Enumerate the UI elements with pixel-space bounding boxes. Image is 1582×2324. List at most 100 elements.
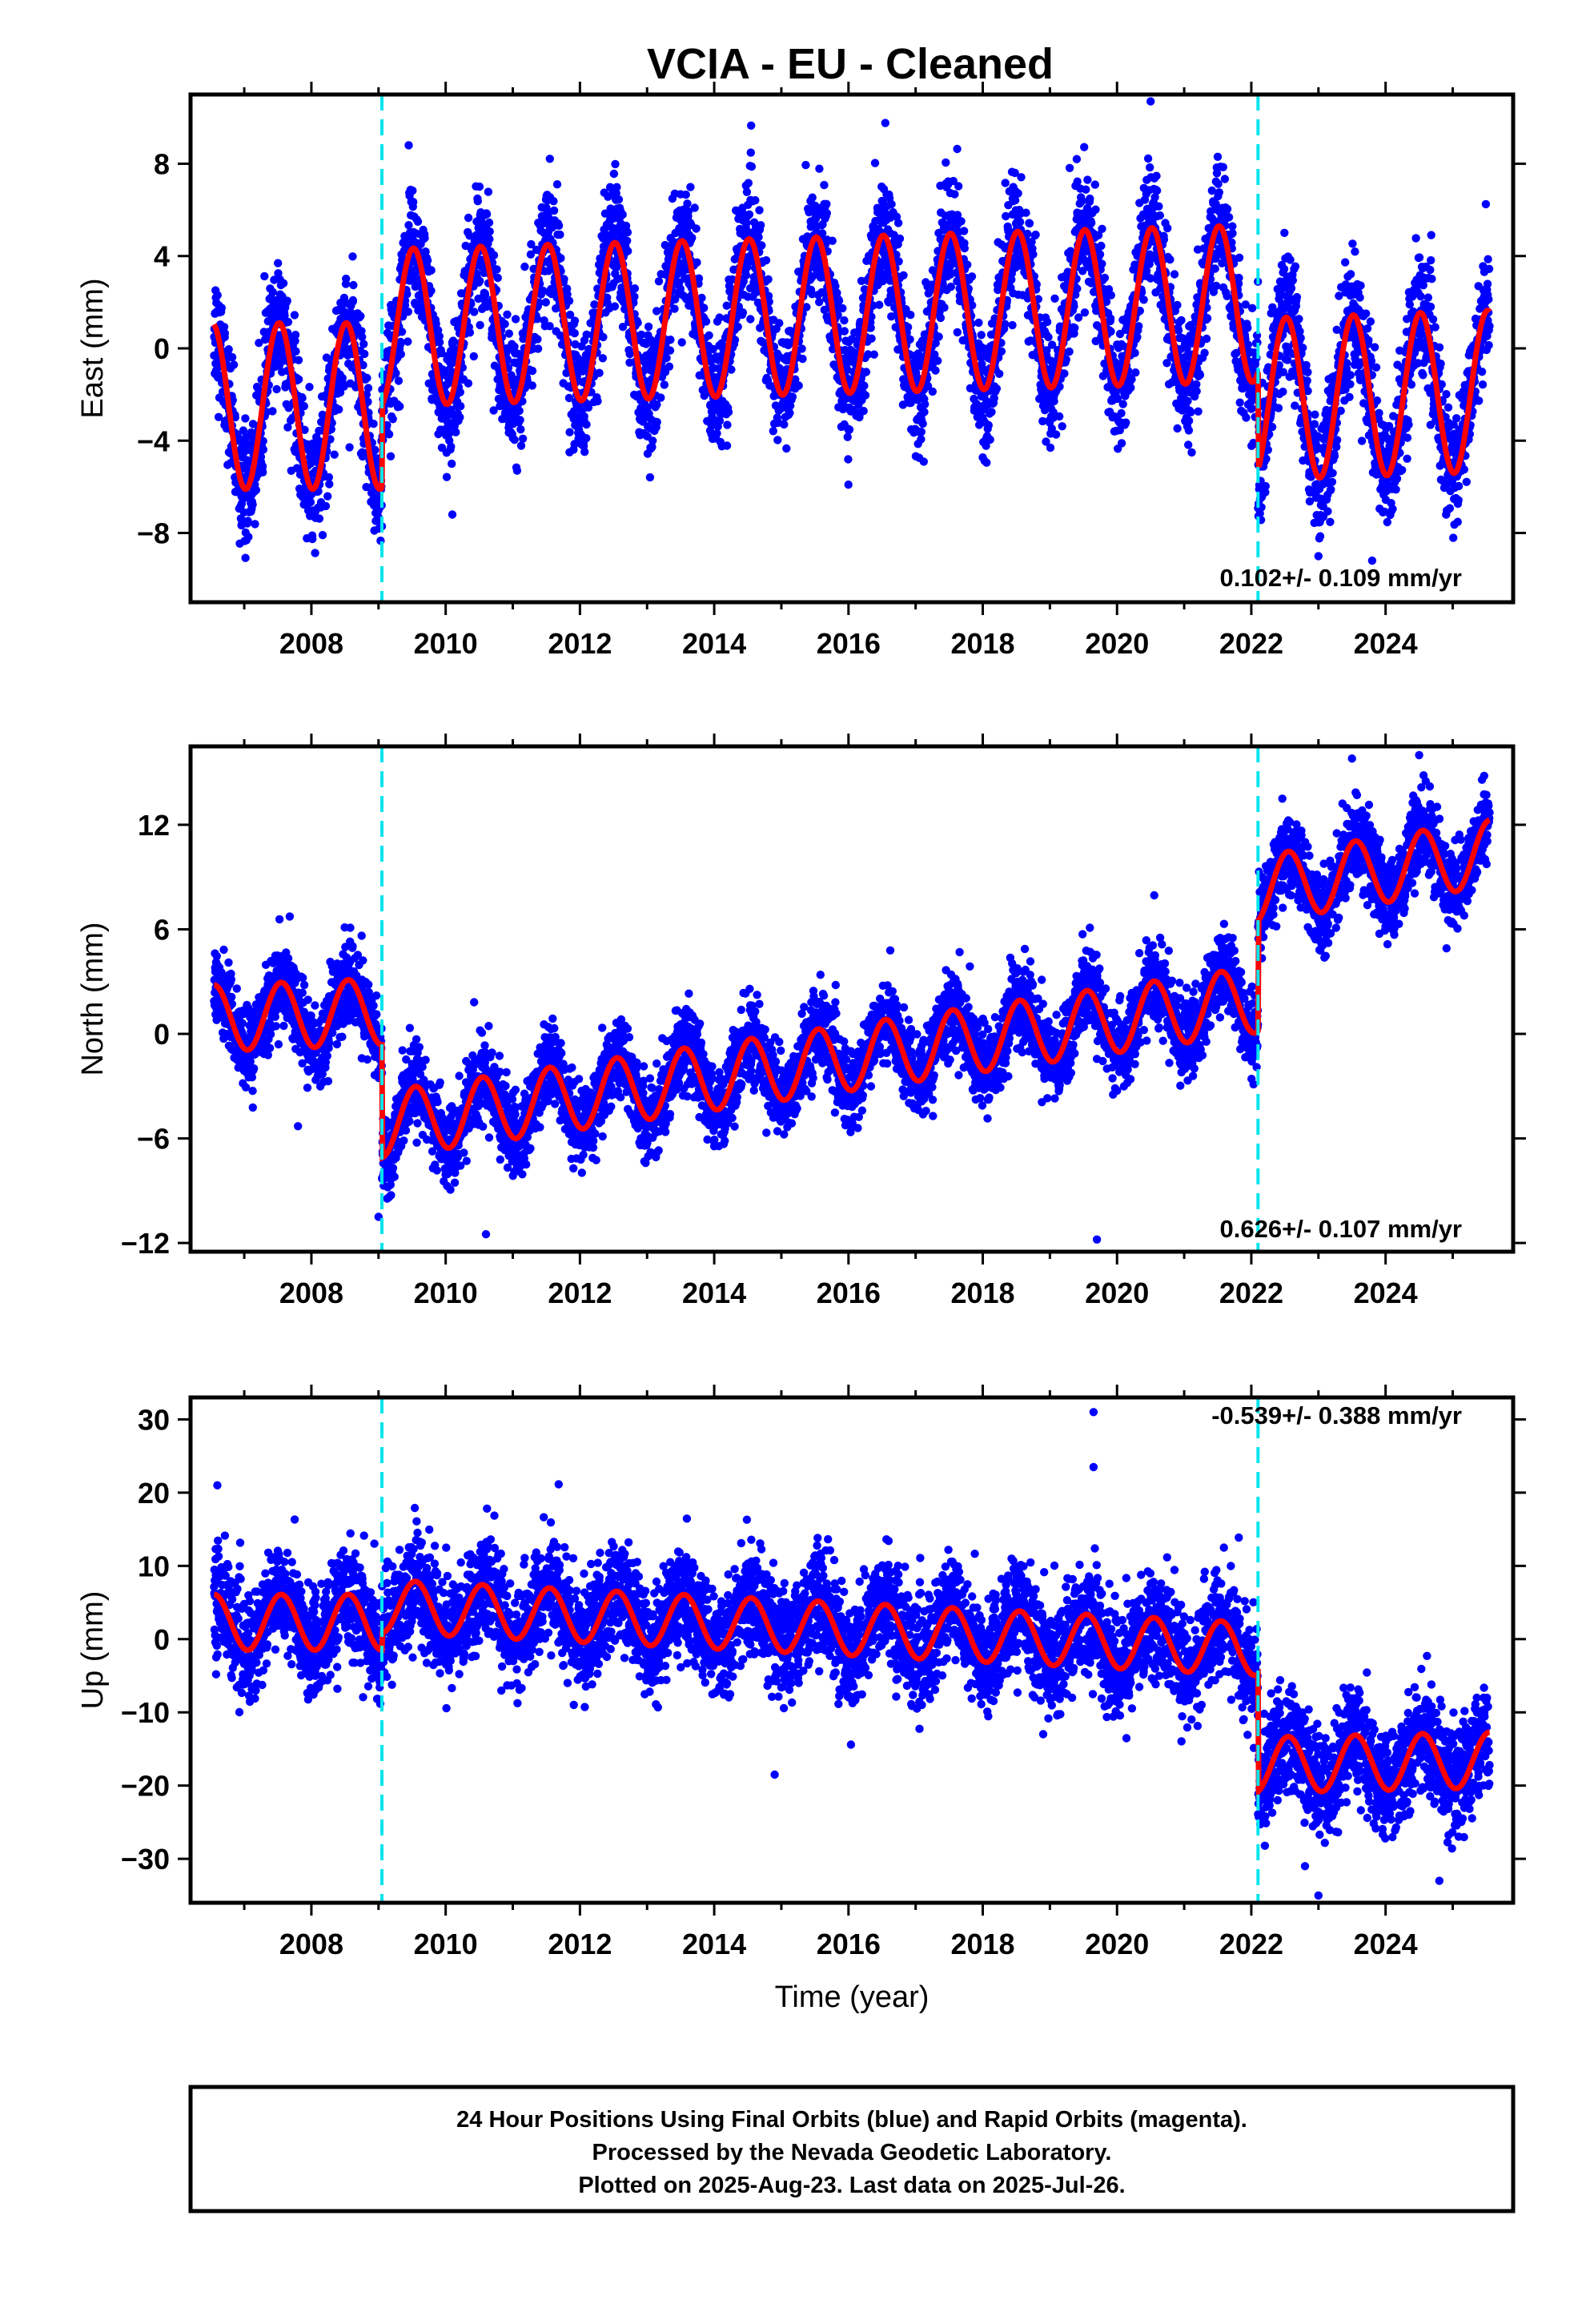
data-point [404, 308, 412, 316]
data-point [241, 553, 250, 562]
data-point [545, 155, 554, 163]
data-point [723, 420, 732, 429]
data-point [660, 380, 669, 389]
data-point [618, 210, 627, 219]
data-point [528, 366, 537, 376]
data-point [869, 350, 879, 359]
data-point [323, 492, 332, 501]
data-point [1095, 250, 1105, 259]
data-point [485, 235, 494, 243]
data-point [755, 206, 764, 215]
data-point [840, 327, 849, 336]
data-point [359, 340, 368, 348]
data-point [967, 272, 977, 281]
data-point [977, 331, 986, 340]
data-point [1060, 369, 1069, 378]
data-point [432, 320, 440, 328]
data-point [785, 408, 794, 417]
data-point [1200, 348, 1209, 357]
data-point [942, 158, 950, 167]
data-point [705, 331, 713, 340]
data-point [518, 434, 528, 443]
data-point [1106, 314, 1115, 323]
data-point [582, 434, 591, 443]
data-point [1091, 205, 1100, 214]
data-point [456, 388, 464, 396]
data-point [920, 408, 929, 416]
data-point [815, 298, 824, 307]
data-point [291, 336, 299, 345]
data-point [403, 290, 412, 299]
data-point [670, 304, 679, 313]
data-point [291, 331, 300, 340]
data-point [652, 417, 661, 427]
data-point [315, 514, 324, 523]
data-point [1202, 334, 1211, 344]
data-point [820, 180, 829, 190]
data-point [318, 531, 327, 540]
data-point [217, 304, 226, 312]
data-point [452, 428, 460, 436]
data-point [384, 430, 394, 439]
data-point [1058, 422, 1066, 431]
data-point [408, 186, 417, 195]
data-point [224, 345, 233, 354]
data-point [516, 441, 526, 450]
data-point [229, 360, 239, 369]
data-point [754, 232, 763, 242]
data-point [492, 265, 501, 274]
data-point [363, 373, 371, 383]
data-point [1050, 396, 1058, 406]
data-point [515, 406, 524, 416]
data-point [1215, 188, 1224, 197]
data-point [465, 328, 475, 337]
data-point [648, 436, 657, 445]
data-point [545, 322, 554, 331]
data-point [388, 415, 397, 424]
data-point [473, 197, 482, 206]
data-point [757, 241, 766, 250]
data-point [363, 397, 372, 406]
data-point [243, 517, 252, 525]
data-point [959, 227, 969, 235]
data-point [564, 296, 574, 305]
data-point [918, 419, 927, 428]
data-point [1050, 294, 1059, 303]
data-point [745, 210, 754, 219]
data-point [1080, 143, 1089, 151]
data-point [1184, 440, 1193, 449]
data-point [1017, 173, 1026, 182]
data-point [1031, 230, 1040, 239]
data-point [554, 221, 564, 230]
data-point [251, 485, 261, 495]
data-point [963, 260, 972, 269]
data-point [1042, 317, 1052, 327]
data-point [300, 425, 309, 434]
data-point [798, 354, 807, 364]
data-point [482, 210, 492, 219]
data-point [1055, 412, 1064, 421]
data-point [1051, 430, 1061, 439]
data-point [321, 501, 331, 511]
data-point [283, 296, 291, 305]
data-point [1022, 208, 1030, 217]
data-point [936, 313, 946, 323]
data-point [1184, 426, 1194, 435]
data-point [503, 310, 512, 319]
data-point [444, 429, 454, 438]
data-point [934, 332, 943, 341]
data-point [773, 436, 782, 444]
data-point [251, 520, 259, 529]
data-point [1174, 326, 1183, 335]
data-point [516, 416, 524, 424]
data-point [324, 472, 333, 482]
data-point [420, 234, 429, 243]
data-point [887, 199, 896, 209]
data-point [295, 375, 303, 384]
data-point [693, 258, 701, 267]
data-point [305, 383, 314, 392]
data-point [1082, 185, 1090, 194]
data-point [279, 279, 288, 287]
data-point [623, 236, 632, 245]
data-point [801, 160, 810, 170]
